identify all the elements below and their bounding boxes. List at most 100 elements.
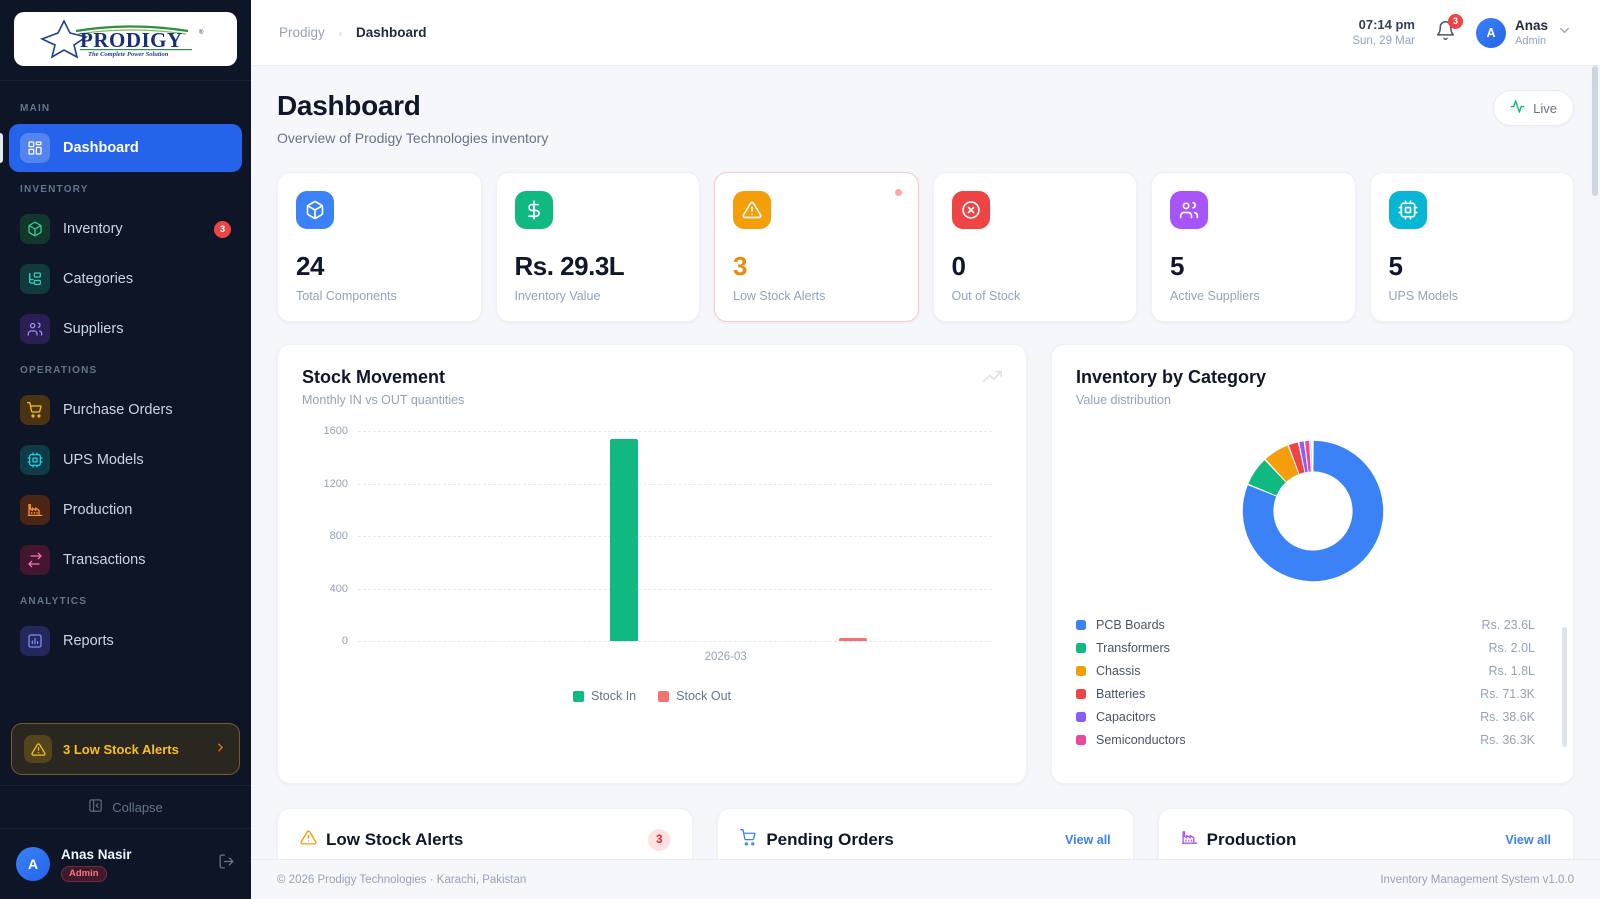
- sidebar-item-dashboard[interactable]: Dashboard: [0, 124, 242, 172]
- cart-icon: [20, 395, 50, 425]
- folders-icon: [20, 264, 50, 294]
- charts-row: Stock Movement Monthly IN vs OUT quantit…: [277, 344, 1574, 784]
- page-subtitle: Overview of Prodigy Technologies invento…: [277, 130, 549, 146]
- x-axis-tick-label: 2026-03: [704, 651, 747, 663]
- stat-value: 5: [1170, 251, 1184, 281]
- grid-icon: [20, 133, 50, 163]
- notifications-button[interactable]: 3: [1435, 13, 1463, 46]
- category-legend-row[interactable]: Transformers Rs. 2.0L: [1076, 636, 1535, 659]
- logout-icon[interactable]: [218, 853, 235, 875]
- stat-card-out-of-stock[interactable]: 0 Out of Stock: [932, 172, 1137, 322]
- sidebar-item-label: Suppliers: [63, 321, 124, 337]
- user-menu-button[interactable]: A Anas Admin: [1475, 17, 1572, 49]
- breadcrumb: Prodigy › Dashboard: [279, 25, 427, 40]
- box-3d-icon: [296, 191, 334, 229]
- sidebar-section-label: OPERATIONS: [20, 365, 98, 376]
- stat-card-ups-models[interactable]: 5 UPS Models: [1369, 172, 1574, 322]
- sidebar-item-label: Reports: [63, 633, 114, 649]
- bottom-card-header: Production View all: [1181, 829, 1551, 851]
- bottom-card-header: Pending Orders View all: [740, 829, 1111, 851]
- bar-chart-icon: [20, 626, 50, 656]
- view-all-link[interactable]: View all: [1065, 833, 1111, 847]
- category-legend-row[interactable]: Chassis Rs. 1.8L: [1076, 659, 1535, 682]
- bottom-card-row: Low Stock Alerts 3 Pending Orders View all P…: [277, 808, 1574, 899]
- stat-label: Out of Stock: [951, 289, 1021, 303]
- sidebar-item-label: Production: [63, 502, 133, 518]
- view-all-link[interactable]: View all: [1505, 833, 1551, 847]
- stat-label: Low Stock Alerts: [733, 289, 826, 303]
- trend-up-icon: [982, 367, 1003, 391]
- stat-value: Rs. 29.3L: [514, 251, 625, 281]
- warning-triangle-icon: [733, 191, 771, 229]
- stat-card-active-suppliers[interactable]: 5 Active Suppliers: [1151, 172, 1356, 322]
- sidebar-item-reports[interactable]: Reports: [9, 617, 242, 665]
- donut-slice-cables[interactable]: [1310, 440, 1312, 472]
- brand-logo[interactable]: PRODIGY ® The Complete Power Solution: [14, 12, 237, 66]
- avatar: A: [16, 847, 50, 881]
- legend-item[interactable]: Stock Out: [658, 689, 731, 703]
- sidebar-collapse-button[interactable]: Collapse: [0, 785, 251, 829]
- category-name: Transformers: [1096, 640, 1170, 655]
- sidebar-item-ups-models[interactable]: UPS Models: [9, 436, 242, 484]
- stat-label: UPS Models: [1388, 289, 1458, 303]
- chevron-down-icon: [1557, 23, 1572, 43]
- sidebar-low-stock-alert[interactable]: 3 Low Stock Alerts: [11, 723, 240, 775]
- breadcrumb-root[interactable]: Prodigy: [279, 25, 325, 40]
- stock-movement-title: Stock Movement: [302, 367, 446, 387]
- legend-item[interactable]: Stock In: [572, 689, 636, 703]
- bar-stock-in[interactable]: [610, 438, 639, 641]
- sidebar-item-label: UPS Models: [63, 452, 144, 468]
- bar-stock-out[interactable]: [838, 638, 867, 641]
- category-legend-row[interactable]: Batteries Rs. 71.3K: [1076, 682, 1535, 705]
- category-legend-row[interactable]: Semiconductors Rs. 36.3K: [1076, 728, 1535, 751]
- page-header: Dashboard Overview of Prodigy Technologi…: [277, 90, 1574, 146]
- category-legend-row[interactable]: Capacitors Rs. 38.6K: [1076, 705, 1535, 728]
- sidebar-item-production[interactable]: Production: [9, 486, 242, 534]
- live-status-button[interactable]: Live: [1493, 90, 1574, 126]
- donut-slice-transformers[interactable]: [1247, 460, 1286, 496]
- box-icon: [20, 214, 50, 244]
- stat-card-low-stock-alerts[interactable]: 3 Low Stock Alerts: [714, 172, 919, 322]
- gridline: [358, 431, 992, 432]
- donut-slice-capacitors[interactable]: [1298, 441, 1308, 473]
- legend-swatch: [572, 690, 584, 702]
- sidebar-item-purchase-orders[interactable]: Purchase Orders: [9, 386, 242, 434]
- sidebar-section-label: ANALYTICS: [20, 596, 88, 607]
- bottom-card-title: Pending Orders: [766, 830, 894, 849]
- legend-swatch: [658, 690, 670, 702]
- page-scrollbar[interactable]: [1592, 66, 1598, 196]
- breadcrumb-current: Dashboard: [355, 25, 427, 40]
- page-content: Dashboard Overview of Prodigy Technologi…: [251, 66, 1600, 899]
- chip-icon: [20, 445, 50, 475]
- sidebar-item-transactions[interactable]: Transactions: [9, 536, 242, 584]
- sidebar-item-label: Purchase Orders: [63, 402, 173, 418]
- svg-text:The Complete Power Solution: The Complete Power Solution: [88, 51, 169, 58]
- alert-dot-indicator: [894, 189, 902, 196]
- legend-swatch: [1076, 642, 1086, 653]
- sidebar-item-categories[interactable]: Categories: [9, 255, 242, 303]
- gridline: [358, 536, 992, 537]
- donut-slice-batteries[interactable]: [1288, 442, 1304, 474]
- category-legend-scrollbar[interactable]: [1562, 627, 1567, 747]
- y-axis-tick-label: 1200: [323, 477, 348, 490]
- stock-movement-plot: 1600 1200 800 400 0 2026-03: [324, 425, 992, 663]
- chip-icon: [1388, 191, 1427, 229]
- stock-movement-card: Stock Movement Monthly IN vs OUT quantit…: [277, 344, 1027, 784]
- donut-slice-pcb-boards[interactable]: [1242, 440, 1383, 582]
- donut-slice-chassis[interactable]: [1265, 445, 1299, 482]
- sidebar-item-suppliers[interactable]: Suppliers: [9, 305, 242, 353]
- category-legend-row[interactable]: PCB Boards Rs. 23.6L: [1076, 613, 1535, 636]
- sidebar-item-inventory[interactable]: Inventory 3: [9, 205, 242, 253]
- category-value: Rs. 38.6K: [1480, 709, 1535, 724]
- sidebar: PRODIGY ® The Complete Power Solution MA…: [0, 0, 251, 899]
- stat-label: Active Suppliers: [1170, 289, 1260, 303]
- stat-card-inventory-value[interactable]: Rs. 29.3L Inventory Value: [495, 172, 700, 322]
- sidebar-collapse-label: Collapse: [112, 799, 163, 815]
- donut-slice-semiconductors[interactable]: [1304, 440, 1311, 472]
- factory-icon: [20, 495, 50, 525]
- stat-card-total-components[interactable]: 24 Total Components: [277, 172, 482, 322]
- sidebar-section-label: MAIN: [20, 103, 51, 114]
- category-subtitle: Value distribution: [1076, 393, 1171, 407]
- y-axis-tick-label: 1600: [323, 425, 348, 437]
- sidebar-user-row[interactable]: A Anas Nasir Admin: [0, 829, 251, 899]
